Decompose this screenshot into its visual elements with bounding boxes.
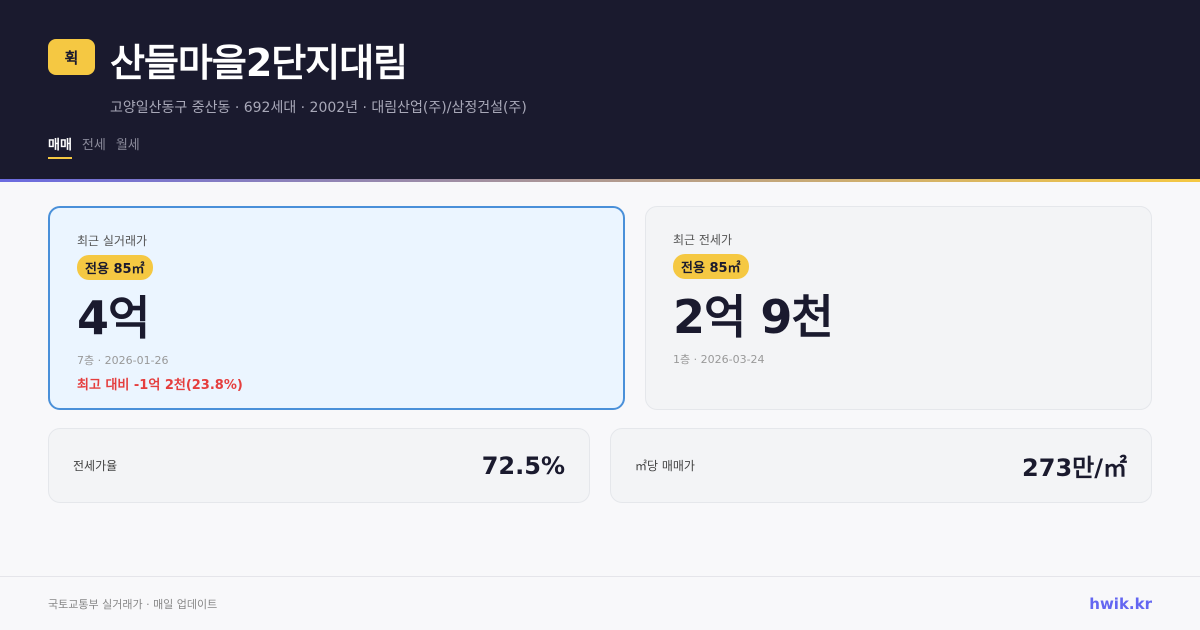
- jeonse-meta: 1층 · 2026-03-24: [673, 353, 765, 366]
- page-title: 산들마을2단지대림: [110, 41, 408, 85]
- recent-jeonse-card: 최근 전세가 전용 85㎡ 2억 9천 1층 · 2026-03-24: [645, 206, 1152, 410]
- stat-label: ㎡당 매매가: [635, 459, 695, 473]
- card-label: 최근 실거래가: [77, 234, 148, 248]
- jeonse-price: 2억 9천: [673, 290, 834, 344]
- footer: 국토교통부 실거래가 · 매일 업데이트 hwik.kr: [0, 576, 1200, 630]
- complex-info: 고양일산동구 중산동 · 692세대 · 2002년 · 대림산업(주)/삼정건…: [110, 100, 527, 116]
- stat-value: 72.5%: [481, 451, 565, 480]
- header: 휙 산들마을2단지대림 고양일산동구 중산동 · 692세대 · 2002년 ·…: [0, 0, 1200, 179]
- sale-meta: 7층 · 2026-01-26: [77, 354, 169, 367]
- price-diff: 최고 대비 -1억 2천(23.8%): [77, 378, 243, 393]
- area-badge: 전용 85㎡: [673, 254, 749, 279]
- tab-jeonse[interactable]: 전세: [81, 138, 106, 153]
- divider: [0, 179, 1200, 182]
- stat-label: 전세가율: [73, 459, 118, 473]
- tab-monthly[interactable]: 월세: [115, 138, 140, 153]
- jeonse-ratio-card: 전세가율 72.5%: [48, 428, 590, 503]
- area-badge: 전용 85㎡: [77, 255, 153, 280]
- recent-sale-card: 최근 실거래가 전용 85㎡ 4억 7층 · 2026-01-26 최고 대비 …: [48, 206, 625, 410]
- sale-price: 4억: [77, 291, 150, 345]
- card-label: 최근 전세가: [673, 233, 733, 247]
- deal-type-tabs: 매매 전세 월세: [48, 134, 140, 159]
- data-source: 국토교통부 실거래가 · 매일 업데이트: [48, 597, 218, 611]
- logo: 휙: [48, 39, 95, 75]
- tab-sale[interactable]: 매매: [48, 134, 72, 159]
- stat-value: 273만/㎡: [1022, 454, 1127, 482]
- brand-link[interactable]: hwik.kr: [1089, 594, 1152, 613]
- price-per-m2-card: ㎡당 매매가 273만/㎡: [610, 428, 1152, 503]
